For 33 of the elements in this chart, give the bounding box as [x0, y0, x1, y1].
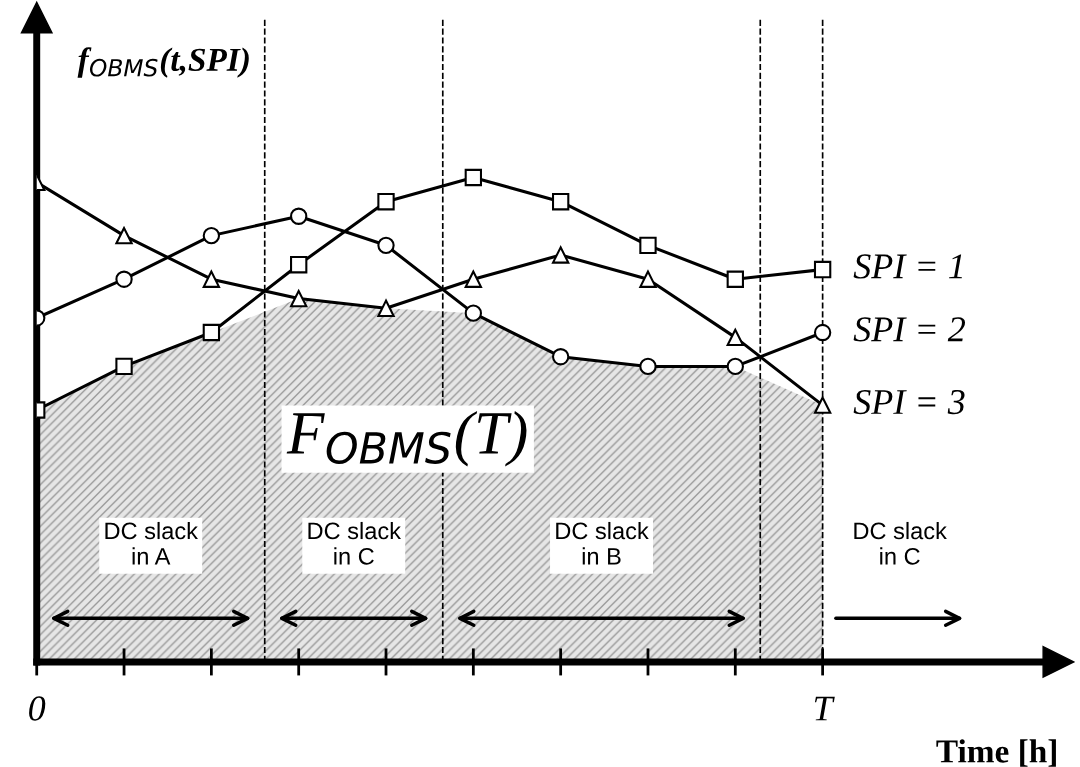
point — [639, 357, 657, 376]
point — [813, 396, 832, 414]
point — [115, 357, 133, 376]
y-axis-title: f$_{OBMS}$(t,SPI) — [77, 47, 249, 78]
series-label: SPI = 2 — [853, 317, 966, 342]
annotation: DC slack in A — [105, 521, 198, 565]
point — [202, 226, 221, 245]
series-label: SPI = 3 — [853, 389, 965, 415]
point — [290, 207, 308, 225]
point — [202, 323, 221, 342]
annotation: F$_{OBMS}$(T) — [286, 410, 527, 467]
point — [115, 270, 133, 288]
point — [726, 357, 744, 376]
point — [813, 260, 832, 279]
point — [464, 304, 483, 322]
x-tick-label: 0 — [29, 696, 46, 721]
point — [377, 193, 395, 211]
annotation: DC slack in C — [308, 521, 402, 565]
point — [813, 323, 832, 342]
point — [551, 193, 570, 211]
text: DC slack in C — [854, 521, 947, 565]
point — [290, 256, 308, 274]
x-tick-label: T — [814, 696, 835, 721]
point — [377, 299, 395, 317]
annotation: DC slack in B — [556, 521, 649, 565]
point — [726, 270, 744, 288]
point — [290, 289, 308, 308]
point — [377, 236, 395, 254]
point — [551, 348, 570, 366]
point — [464, 168, 483, 187]
x-axis-title: Time [h] — [936, 739, 1056, 767]
point — [639, 236, 657, 254]
series-label: SPI = 1 — [853, 254, 962, 279]
